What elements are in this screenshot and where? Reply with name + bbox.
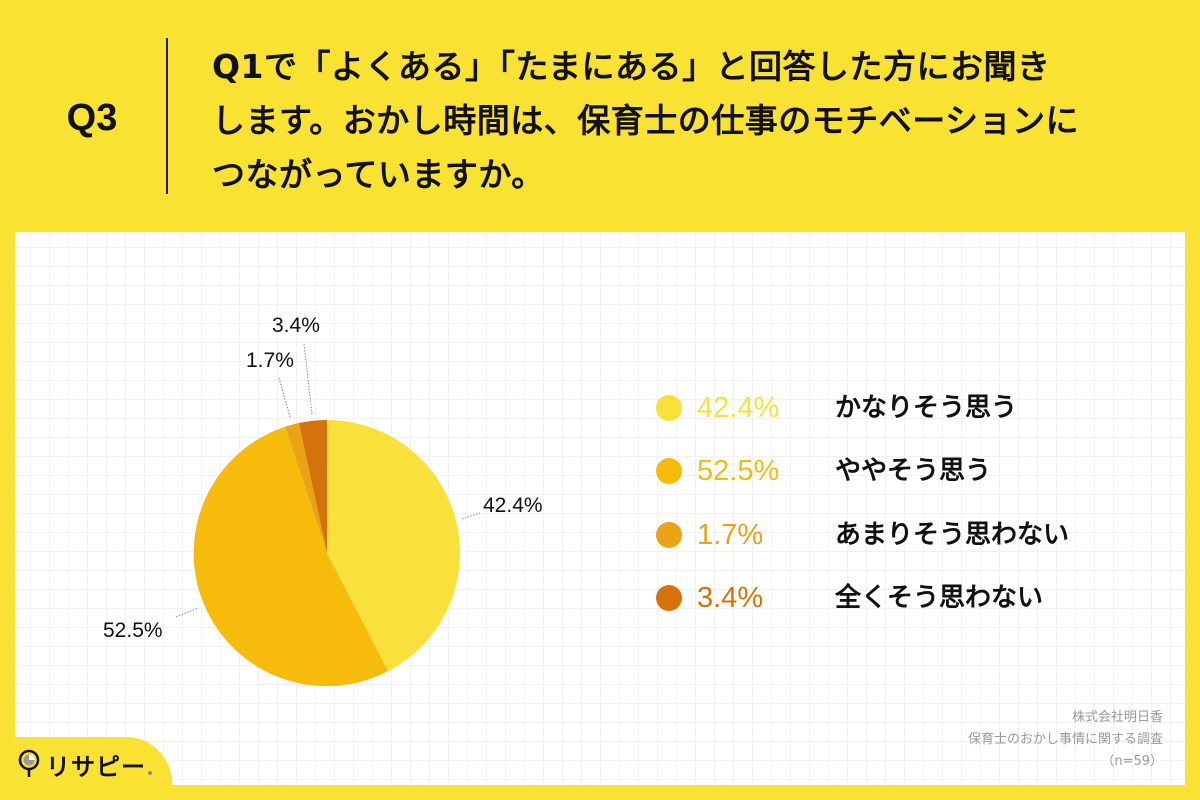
legend-label: あまりそう思わない [835,520,1070,550]
legend-dot-icon [656,522,682,548]
source-note: 株式会社明日香 保育士のおかし事情に関する調査 （n=59） [968,707,1163,773]
legend-value: 42.4% [697,392,780,424]
leader-line-17 [278,377,291,418]
legend-item: 52.5% ややそう思う [655,439,1135,487]
pie-label-52: 52.5% [103,619,163,642]
legend-label: 全くそう思わない [835,583,1044,613]
legend-dot-icon [656,458,682,484]
question-line-1: Q1で「よくある」「たまにある」と回答した方にお聞き [212,47,1051,86]
logo-dot-icon [148,771,152,775]
map-pin-chart-icon [18,749,40,777]
legend-dot-icon [656,395,682,421]
pie-slice-yaya [193,426,389,687]
legend-value: 52.5% [697,455,780,487]
leader-line-52 [175,607,199,618]
legend-value: 1.7% [697,519,764,551]
logo-text: リサピー [46,752,146,781]
legend-label: かなりそう思う [835,393,1018,423]
pie-slice-amari [285,423,327,553]
pie-label-17: 1.7% [246,349,294,372]
pie-slice-mattaku [298,419,327,553]
legend-value: 3.4% [697,582,764,614]
source-sample-size: （n=59） [1101,754,1163,769]
source-company: 株式会社明日香 [1071,710,1163,725]
legend-dot-icon [656,585,682,611]
header-divider [166,38,168,194]
leader-line-34 [303,343,313,415]
source-survey: 保育士のおかし事情に関する調査 [967,732,1163,747]
pie-label-42: 42.4% [483,494,543,517]
question-text: Q1で「よくある」「たまにある」と回答した方にお聞き します。おかし時間は、保育… [212,40,1152,202]
leader-line-42 [461,512,481,520]
legend-label: ややそう思う [835,456,992,486]
question-number: Q3 [66,97,118,139]
question-line-2: します。おかし時間は、保育士の仕事のモチベーションに [212,101,1080,140]
question-line-3: つながっていますか。 [212,155,545,194]
pie-label-34: 3.4% [272,314,320,337]
legend-item: 42.4% かなりそう思う [655,376,1135,424]
brand-logo: リサピー [18,748,152,781]
legend-item: 3.4% 全くそう思わない [655,566,1135,614]
pie-slice-kanari [327,420,460,672]
legend-item: 1.7% あまりそう思わない [655,503,1135,551]
